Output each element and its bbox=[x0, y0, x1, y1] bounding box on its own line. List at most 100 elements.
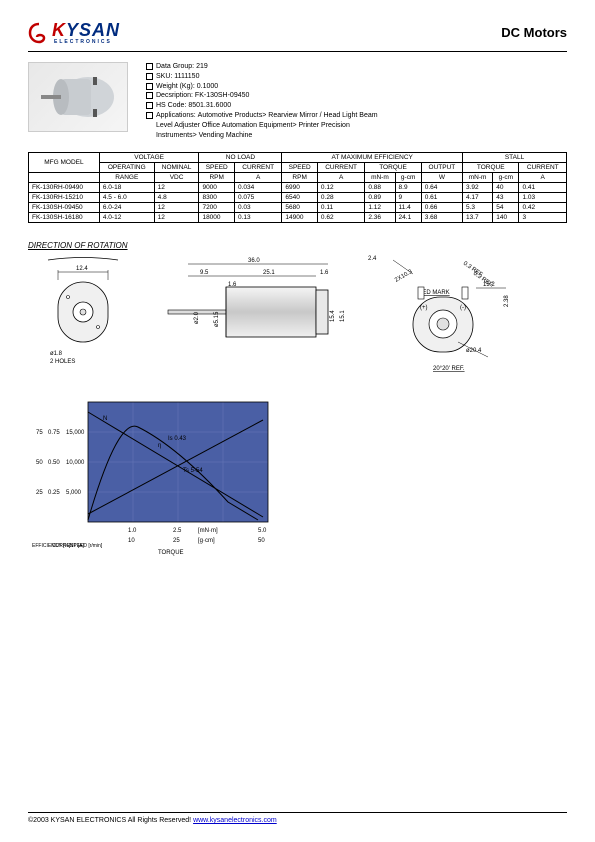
logo-swirl-icon bbox=[28, 22, 50, 44]
svg-text:36.0: 36.0 bbox=[248, 258, 260, 264]
table-cell: 0.89 bbox=[365, 193, 395, 203]
svg-text:9.5: 9.5 bbox=[200, 270, 209, 276]
metadata-list: Data Group: 219 SKU: 1111150 Weight (Kg)… bbox=[146, 62, 378, 140]
header: KYSAN ELECTRONICS DC Motors bbox=[28, 20, 567, 45]
table-cell: FK-130RH-09490 bbox=[29, 183, 100, 193]
svg-text:25.1: 25.1 bbox=[263, 270, 275, 276]
th-a1: A bbox=[234, 173, 281, 183]
svg-text:2 HOLES: 2 HOLES bbox=[50, 359, 75, 365]
svg-text:0.75: 0.75 bbox=[48, 430, 60, 436]
table-cell: FK-130SH-09450 bbox=[29, 203, 100, 213]
table-row: FK-130SH-161804.0-1212180000.13149000.62… bbox=[29, 213, 567, 223]
logo-k: K bbox=[52, 20, 66, 40]
table-cell: FK-130SH-16180 bbox=[29, 213, 100, 223]
th-mnm1: mN-m bbox=[365, 173, 395, 183]
table-cell: 1.12 bbox=[365, 203, 395, 213]
table-cell: 140 bbox=[493, 213, 519, 223]
table-cell: 0.034 bbox=[234, 183, 281, 193]
table-row: FK-130SH-094506.0-241272000.0356800.111.… bbox=[29, 203, 567, 213]
th-a2: A bbox=[317, 173, 364, 183]
footer-copyright: ©2003 KYSAN ELECTRONICS All Rights Reser… bbox=[28, 817, 193, 824]
svg-text:5,000: 5,000 bbox=[66, 490, 82, 496]
spec-table: MFG MODEL VOLTAGE NO LOAD AT MAXIMUM EFF… bbox=[28, 152, 567, 223]
table-cell: 4.17 bbox=[463, 193, 493, 203]
table-cell: 0.41 bbox=[519, 183, 567, 193]
meta-app3: Instruments> Vending Machine bbox=[156, 131, 252, 141]
table-cell: 0.64 bbox=[421, 183, 462, 193]
svg-text:2.5: 2.5 bbox=[173, 528, 182, 534]
table-cell: 0.12 bbox=[317, 183, 364, 193]
th-voltage: VOLTAGE bbox=[99, 153, 199, 163]
th-range: RANGE bbox=[99, 173, 154, 183]
table-cell: 18000 bbox=[199, 213, 235, 223]
table-cell: 5.3 bbox=[463, 203, 493, 213]
svg-text:20°20' REF.: 20°20' REF. bbox=[433, 366, 465, 372]
table-cell: 12 bbox=[154, 213, 199, 223]
performance-chart: N η Ts 5-54 Is 0.43 75 50 25 0.75 0.50 0… bbox=[28, 392, 567, 559]
table-cell: FK-130RH-15210 bbox=[29, 193, 100, 203]
table-cell: 54 bbox=[493, 203, 519, 213]
table-cell: 6.0-24 bbox=[99, 203, 154, 213]
svg-text:2X10.3: 2X10.3 bbox=[394, 269, 414, 284]
table-cell: 0.42 bbox=[519, 203, 567, 213]
svg-text:12.4: 12.4 bbox=[76, 266, 88, 272]
table-cell: 3.92 bbox=[463, 183, 493, 193]
meta-app: Automotive Products> Rearview Mirror / H… bbox=[198, 111, 378, 121]
table-cell: 6990 bbox=[282, 183, 318, 193]
svg-text:2.4: 2.4 bbox=[368, 256, 377, 262]
table-cell: 8300 bbox=[199, 193, 235, 203]
th-gcm1: g-cm bbox=[395, 173, 421, 183]
table-cell: 0.13 bbox=[234, 213, 281, 223]
svg-text:SPEED [r/min]: SPEED [r/min] bbox=[70, 543, 103, 549]
table-cell: 0.66 bbox=[421, 203, 462, 213]
meta-weight-label: Weight (Kg): bbox=[156, 82, 195, 92]
th-stall: STALL bbox=[463, 153, 567, 163]
svg-text:15.1: 15.1 bbox=[340, 310, 346, 322]
meta-desc-label: Decsription: bbox=[156, 91, 193, 101]
th-current3: CURRENT bbox=[519, 163, 567, 173]
th-noload: NO LOAD bbox=[199, 153, 282, 163]
diagram-rear-view: 2.4 2X10.3 0.3 REF. 0.3 REF. RED MARK (+… bbox=[358, 252, 528, 382]
table-cell: 8.9 bbox=[395, 183, 421, 193]
table-cell: 0.11 bbox=[317, 203, 364, 213]
table-cell: 14900 bbox=[282, 213, 318, 223]
th-mfg: MFG MODEL bbox=[29, 153, 100, 173]
rotation-title: DIRECTION OF ROTATION bbox=[28, 241, 567, 250]
logo-subtitle: ELECTRONICS bbox=[54, 39, 120, 45]
svg-text:15.4: 15.4 bbox=[330, 310, 336, 322]
footer-link[interactable]: www.kysanelectronics.com bbox=[193, 817, 277, 824]
svg-text:[mN·m]: [mN·m] bbox=[198, 528, 218, 534]
table-cell: 13.7 bbox=[463, 213, 493, 223]
meta-sku: 1111150 bbox=[174, 72, 199, 82]
svg-text:75: 75 bbox=[36, 430, 43, 436]
svg-text:25: 25 bbox=[173, 538, 180, 544]
table-cell: 0.88 bbox=[365, 183, 395, 193]
svg-text:Is 0.43: Is 0.43 bbox=[168, 436, 187, 442]
table-cell: 11.4 bbox=[395, 203, 421, 213]
th-rpm2: RPM bbox=[282, 173, 318, 183]
svg-text:1.6: 1.6 bbox=[320, 270, 329, 276]
footer: ©2003 KYSAN ELECTRONICS All Rights Reser… bbox=[28, 812, 567, 824]
table-row: FK-130RH-152104.5 - 6.04.883000.07565400… bbox=[29, 193, 567, 203]
th-gcm2: g-cm bbox=[493, 173, 519, 183]
th-speed1: SPEED bbox=[199, 163, 235, 173]
table-cell: 2.36 bbox=[365, 213, 395, 223]
table-cell: 9 bbox=[395, 193, 421, 203]
diagram-side-view: 36.0 9.5 25.1 1.6 1.6 ø2.0 ø5.15 15.4 15… bbox=[148, 252, 348, 382]
table-cell: 12 bbox=[154, 183, 199, 193]
th-atmax: AT MAXIMUM EFFICIENCY bbox=[282, 153, 463, 163]
table-cell: 0.03 bbox=[234, 203, 281, 213]
th-torque2: TORQUE bbox=[463, 163, 519, 173]
svg-text:(-): (-) bbox=[460, 305, 466, 311]
th-speed2: SPEED bbox=[282, 163, 318, 173]
th-a3: A bbox=[519, 173, 567, 183]
meta-hs-label: HS Code: bbox=[156, 101, 186, 111]
th-mnm2: mN-m bbox=[463, 173, 493, 183]
meta-app-label: Applications: bbox=[156, 111, 196, 121]
meta-sku-label: SKU: bbox=[156, 72, 172, 82]
diagram-front-view: 12.4 ø1.8 2 HOLES bbox=[28, 252, 138, 382]
svg-text:ø1.8: ø1.8 bbox=[50, 351, 63, 357]
th-w: W bbox=[421, 173, 462, 183]
table-cell: 0.61 bbox=[421, 193, 462, 203]
table-cell: 24.1 bbox=[395, 213, 421, 223]
